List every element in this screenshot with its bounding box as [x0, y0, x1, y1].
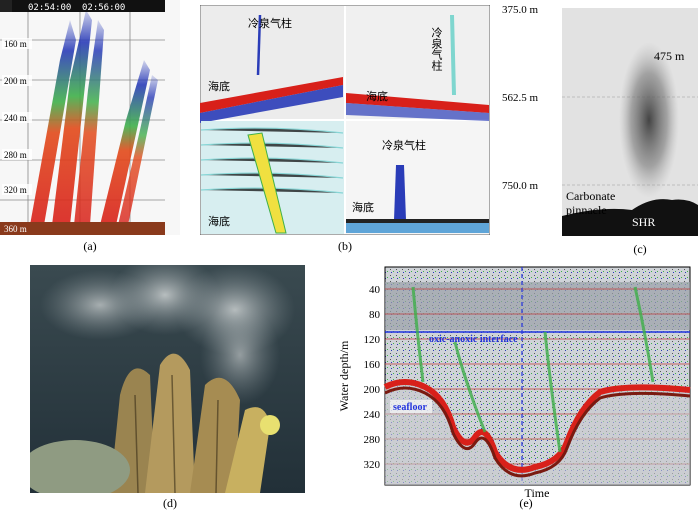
y-tick-320: 320 — [364, 459, 381, 471]
time-label-1: 02:54:00 — [28, 3, 71, 13]
depth-label-280: 280 m — [4, 150, 27, 160]
depth-label-320: 320 m — [4, 185, 27, 195]
carbonate-pinnacle — [562, 199, 698, 236]
caption-e: (e) — [519, 496, 533, 510]
plume-height-label: 475 m — [654, 49, 685, 63]
cold-seep-label-4: 冷泉气柱 — [382, 138, 426, 152]
gas-plume-c — [619, 42, 679, 198]
seafloor-profile — [383, 379, 691, 473]
y-tick-280: 280 — [364, 434, 381, 446]
panel-e: oxic-anoxic interface seafloor 40 80 120… — [335, 262, 700, 500]
caption-b: (b) — [338, 239, 352, 253]
depth-label-750: 750.0 m — [502, 180, 539, 192]
seafloor-label-1: 海底 — [208, 79, 230, 93]
oxic-anoxic-label: oxic-anoxic interface — [429, 334, 518, 345]
echogram-e: oxic-anoxic interface seafloor 40 80 120… — [337, 266, 691, 500]
seafloor-label-3: 海底 — [208, 214, 230, 228]
depth-label-160: 160 m — [4, 39, 27, 49]
depth-label-562: 562.5 m — [502, 92, 539, 104]
y-axis-label: Water depth/m — [337, 340, 351, 411]
depth-label-375: 375.0 m — [502, 4, 539, 16]
panel-a: 02:54:00 02:56:00 160 m 200 m 240 m 280 … — [0, 0, 180, 235]
cold-seep-label-2: 冷泉气柱 — [430, 27, 443, 72]
cold-seep-plume-3 — [247, 132, 287, 234]
carbonate-label-1: Carbonate — [566, 189, 615, 203]
y-tick-240: 240 — [364, 409, 381, 421]
panel-b: 冷泉气柱 海底 冷泉气柱 海底 海底 冷泉气柱 海底 — [199, 4, 491, 236]
echogram-a: 02:54:00 02:56:00 160 m 200 m 240 m 280 … — [0, 0, 180, 235]
seafloor-vent-photo — [20, 255, 305, 500]
caption-c: (c) — [633, 242, 647, 256]
depth-label-360: 360 m — [4, 224, 27, 234]
panel-d — [20, 255, 305, 500]
cold-seep-label-1: 冷泉气柱 — [248, 16, 292, 30]
shr-label: SHR — [632, 215, 655, 229]
y-tick-120: 120 — [364, 334, 381, 346]
time-label-2: 02:56:00 — [82, 3, 125, 13]
seafloor-label-e: seafloor — [393, 402, 427, 413]
caption-a: (a) — [83, 239, 97, 253]
echogram-b: 冷泉气柱 海底 冷泉气柱 海底 海底 冷泉气柱 海底 — [199, 4, 491, 236]
seafloor-label-2: 海底 — [366, 89, 388, 103]
cold-seep-plume-4 — [394, 165, 406, 220]
depth-label-200: 200 m — [4, 76, 27, 86]
y-tick-160: 160 — [364, 359, 381, 371]
x-axis-label: Time — [525, 486, 550, 498]
cold-seep-plume-1 — [256, 14, 262, 76]
echogram-c: 375.0 m 562.5 m 750.0 m 475 m Carbonate … — [502, 4, 698, 236]
y-tick-200: 200 — [364, 384, 381, 396]
panel-c: 375.0 m 562.5 m 750.0 m 475 m Carbonate … — [502, 0, 700, 240]
y-tick-80: 80 — [369, 309, 381, 321]
depth-label-240: 240 m — [4, 113, 27, 123]
cold-seep-plume-2 — [450, 14, 456, 96]
seafloor-label-4: 海底 — [352, 200, 374, 214]
y-tick-40: 40 — [369, 284, 381, 296]
carbonate-label-2: pinnacle — [566, 203, 607, 217]
caption-d: (d) — [163, 496, 177, 510]
